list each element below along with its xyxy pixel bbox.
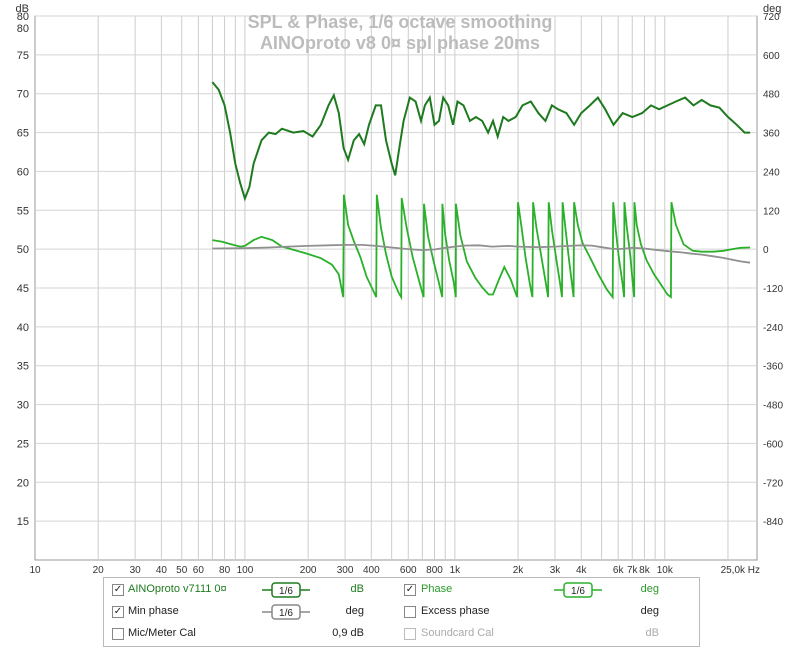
- y-right-tick-label: 720: [763, 12, 780, 23]
- mic-meter-cal-label: Mic/Meter Cal: [128, 627, 196, 639]
- x-tick-label: 4k: [576, 565, 588, 575]
- series-line: [212, 244, 751, 264]
- min-phase-label: Min phase: [128, 605, 179, 617]
- y-right-tick-label: -360: [763, 362, 783, 373]
- y-left-tick-label: 55: [17, 205, 29, 217]
- y-left-tick-label: 30: [17, 400, 29, 412]
- x-tick-label: 20: [93, 565, 105, 575]
- y-right-tick-label: 120: [763, 206, 780, 217]
- min-phase-unit: deg: [345, 605, 364, 617]
- x-tick-label: 3k: [550, 565, 562, 575]
- y-right-tick-label: 600: [763, 51, 780, 62]
- y-right-tick-label: -120: [763, 284, 783, 295]
- phase-series-label: Phase: [421, 583, 453, 595]
- y-right-tick-label: -720: [763, 478, 783, 489]
- chart-subtitle: AINOproto v8 0¤ spl phase 20ms: [260, 33, 540, 53]
- y-right-tick-label: 360: [763, 129, 780, 140]
- chart-axes: 1520253035404550556065707580dB80-840-720…: [16, 3, 784, 575]
- min-phase-checkbox[interactable]: ✓: [112, 606, 124, 618]
- y-left-tick-label: 65: [17, 128, 29, 140]
- mic-meter-cal-checkbox[interactable]: [112, 628, 124, 640]
- spl-unit: dB: [350, 583, 364, 595]
- y-right-tick-label: 480: [763, 90, 780, 101]
- x-tick-label: 200: [300, 565, 317, 575]
- chart-series: [211, 81, 751, 301]
- x-tick-label: 800: [426, 565, 443, 575]
- y-left-tick-label: 15: [17, 516, 29, 528]
- y-left-tick-label: 20: [17, 477, 29, 489]
- y-right-tick-label: -600: [763, 439, 783, 450]
- x-tick-label: 40: [156, 565, 168, 575]
- mic-meter-cal-value: 0,9 dB: [332, 627, 364, 639]
- legend-row: Mic/Meter Cal 0,9 dB Soundcard Cal dB: [104, 624, 699, 646]
- spl-smoothing-button[interactable]: 1/6: [262, 582, 310, 601]
- y-left-unit: dB: [16, 3, 29, 15]
- x-tick-label: 400: [363, 565, 380, 575]
- spl-checkbox[interactable]: ✓: [112, 584, 124, 596]
- legend-panel: ✓ AINOproto v7111 0¤ 1/6 dB ✓ Phase 1/6: [103, 577, 700, 647]
- x-tick-label: 100: [237, 565, 254, 575]
- chart-titles: SPL & Phase, 1/6 octave smoothingAINOpro…: [248, 12, 553, 53]
- phase-unit: deg: [640, 583, 659, 595]
- y-left-tick-label: 40: [17, 322, 29, 334]
- spl-smoothing-value: 1/6: [279, 586, 293, 597]
- series-line: [212, 194, 751, 301]
- x-tick-label: 7k: [627, 565, 639, 575]
- y-right-tick-label: 240: [763, 167, 780, 178]
- x-tick-label: 10k: [657, 565, 674, 575]
- x-tick-label: 600: [400, 565, 417, 575]
- x-tick-label: 50: [176, 565, 188, 575]
- soundcard-cal-label: Soundcard Cal: [421, 627, 494, 639]
- y-left-tick-label: 25: [17, 438, 29, 450]
- x-tick-label: 80: [219, 565, 231, 575]
- y-right-tick-label: -240: [763, 323, 783, 334]
- chart-title: SPL & Phase, 1/6 octave smoothing: [248, 12, 553, 32]
- y-left-tick-label: 70: [17, 89, 29, 101]
- y-right-tick-label: 0: [763, 245, 769, 256]
- legend-row: ✓ AINOproto v7111 0¤ 1/6 dB ✓ Phase 1/6: [104, 580, 699, 602]
- x-tick-label: 2k: [513, 565, 525, 575]
- min-phase-smoothing-button[interactable]: 1/6: [262, 604, 310, 623]
- smoothing-icon: 1/6: [262, 604, 310, 620]
- y-left-tick-label: 35: [17, 361, 29, 373]
- spl-phase-chart: 1520253035404550556065707580dB80-840-720…: [16, 3, 784, 575]
- y-right-tick-label: -480: [763, 401, 783, 412]
- legend-row: ✓ Min phase 1/6 deg Excess phase deg: [104, 602, 699, 624]
- y-left-tick-label: 45: [17, 283, 29, 295]
- series-line: [211, 81, 751, 202]
- x-tick-label: 300: [337, 565, 354, 575]
- spl-series-label: AINOproto v7111 0¤: [128, 583, 227, 595]
- x-tick-label: 60: [193, 565, 205, 575]
- excess-phase-checkbox[interactable]: [404, 606, 416, 618]
- y-left-tick-label: 50: [17, 244, 29, 256]
- soundcard-cal-checkbox[interactable]: [404, 628, 416, 640]
- phase-smoothing-button[interactable]: 1/6: [554, 582, 602, 601]
- x-tick-label: 6k: [613, 565, 625, 575]
- excess-phase-label: Excess phase: [421, 605, 490, 617]
- y-left-tick-label: 80: [17, 11, 29, 23]
- phase-smoothing-value: 1/6: [571, 586, 585, 597]
- y-right-unit: deg: [763, 3, 781, 15]
- x-tick-label: 1k: [450, 565, 462, 575]
- min-phase-smoothing-value: 1/6: [279, 608, 293, 619]
- x-tick-label: 30: [130, 565, 142, 575]
- y-left-tick-label: 60: [17, 166, 29, 178]
- x-tick-label: 10: [29, 565, 41, 575]
- x-tick-label: 8k: [639, 565, 651, 575]
- y-left-tick-label: 75: [17, 50, 29, 62]
- smoothing-icon: 1/6: [262, 582, 310, 598]
- excess-phase-unit: deg: [640, 605, 659, 617]
- x-tick-label: 25,0k Hz: [721, 565, 760, 575]
- y-right-tick-label: -840: [763, 517, 783, 528]
- phase-checkbox[interactable]: ✓: [404, 584, 416, 596]
- soundcard-cal-unit: dB: [645, 627, 659, 639]
- y-left-tick-label: 80: [17, 23, 29, 35]
- smoothing-icon: 1/6: [554, 582, 602, 598]
